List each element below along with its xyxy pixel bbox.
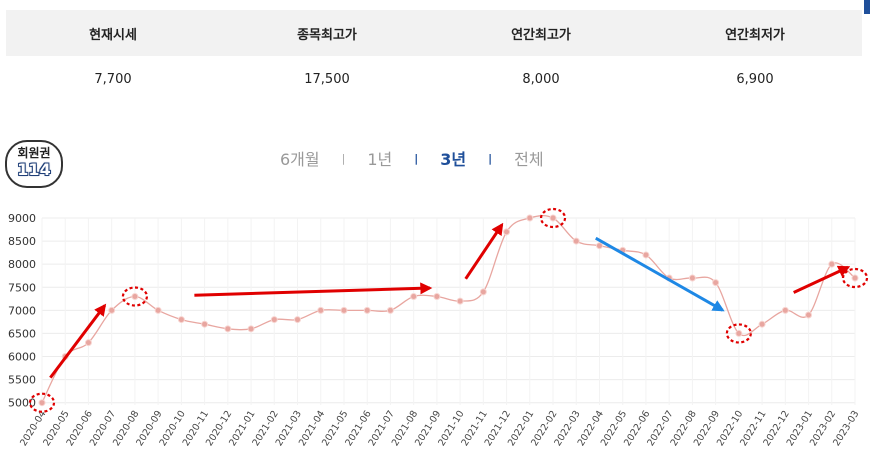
- header-annual-low: 연간최저가: [725, 27, 785, 43]
- tab-6-months[interactable]: 6개월: [280, 150, 320, 169]
- price-summary-table: 현재시세 종목최고가 연간최고가 연간최저가 7,700 17,500 8,00…: [6, 10, 862, 102]
- data-point: [363, 306, 371, 314]
- tab-separator: |: [488, 151, 493, 165]
- data-point: [735, 329, 743, 337]
- trend-arrow-up: [464, 222, 504, 280]
- logo-text-114: 114: [17, 160, 51, 179]
- highlight-circle: [121, 286, 149, 307]
- data-point: [247, 325, 255, 333]
- value-current-price: 7,700: [94, 71, 132, 87]
- y-tick-label: 7500: [8, 281, 36, 294]
- highlight-circle: [841, 267, 869, 289]
- header-annual-high: 연간최고가: [511, 27, 571, 43]
- data-point: [410, 292, 418, 300]
- y-tick-label: 8500: [8, 235, 36, 248]
- membership-114-logo: 회원권 114: [5, 140, 63, 188]
- y-tick-label: 6000: [8, 351, 36, 364]
- data-point: [828, 260, 836, 268]
- trend-arrow-up: [194, 282, 433, 297]
- trend-arrow-up: [793, 265, 851, 294]
- chart-gridlines: [41, 217, 856, 405]
- y-tick-label: 6500: [8, 327, 36, 340]
- corner-accent: [864, 0, 870, 14]
- summary-value-row: 7,700 17,500 8,000 6,900: [6, 56, 862, 102]
- data-point: [688, 274, 696, 282]
- data-point: [340, 306, 348, 314]
- data-point: [177, 316, 185, 324]
- data-point: [201, 320, 209, 328]
- y-tick-label: 9000: [8, 212, 36, 225]
- value-annual-low: 6,900: [736, 71, 774, 87]
- data-point: [386, 306, 394, 314]
- data-point: [526, 214, 534, 222]
- data-point: [851, 274, 859, 282]
- data-point: [108, 306, 116, 314]
- data-point: [572, 237, 580, 245]
- value-all-time-high: 17,500: [304, 71, 350, 87]
- data-point: [712, 279, 720, 287]
- data-point: [224, 325, 232, 333]
- summary-header-row: 현재시세 종목최고가 연간최고가 연간최저가: [6, 10, 862, 56]
- data-point: [503, 228, 511, 236]
- highlight-circle: [725, 323, 752, 344]
- data-point: [595, 242, 603, 250]
- highlight-circle: [539, 207, 567, 229]
- data-point: [479, 288, 487, 296]
- price-series: [38, 214, 859, 407]
- y-tick-label: 8000: [8, 258, 36, 271]
- header-all-time-high: 종목최고가: [297, 27, 357, 43]
- tab-all[interactable]: 전체: [514, 150, 544, 169]
- data-point: [549, 214, 557, 222]
- trend-arrow-up: [49, 303, 107, 379]
- x-axis: 2020-042020-052020-062020-072020-082020-…: [18, 409, 861, 448]
- tab-1-year[interactable]: 1년: [367, 150, 393, 169]
- y-tick-label: 5000: [8, 397, 36, 410]
- data-point: [84, 339, 92, 347]
- price-line-chart: 5000 5500 6000 6500 7000 7500 8000 8500 9000 202…: [8, 207, 869, 448]
- data-point: [433, 292, 441, 300]
- value-annual-high: 8,000: [522, 71, 560, 87]
- header-current-price: 현재시세: [89, 27, 137, 43]
- tab-3-years[interactable]: 3년: [440, 150, 467, 169]
- data-point: [270, 316, 278, 324]
- data-point: [317, 306, 325, 314]
- price-series-line: [41, 215, 856, 403]
- tab-separator: |: [341, 151, 346, 165]
- data-point: [642, 251, 650, 259]
- chart-annotations: [28, 207, 869, 413]
- logo-text-membership: 회원권: [17, 146, 51, 160]
- period-tabs: 6개월 | 1년 | 3년 | 전체: [280, 146, 580, 170]
- trend-arrow-down: [595, 236, 725, 312]
- y-tick-label: 5500: [8, 374, 36, 387]
- data-point: [805, 311, 813, 319]
- y-tick-label: 7000: [8, 304, 36, 317]
- data-point: [131, 292, 139, 300]
- y-axis: 5000 5500 6000 6500 7000 7500 8000 8500 9000: [8, 212, 36, 410]
- data-point: [456, 297, 464, 305]
- data-point: [294, 316, 302, 324]
- data-point: [154, 306, 162, 314]
- data-point: [758, 320, 766, 328]
- tab-separator: |: [414, 151, 419, 165]
- data-point: [781, 306, 789, 314]
- data-point: [38, 399, 46, 407]
